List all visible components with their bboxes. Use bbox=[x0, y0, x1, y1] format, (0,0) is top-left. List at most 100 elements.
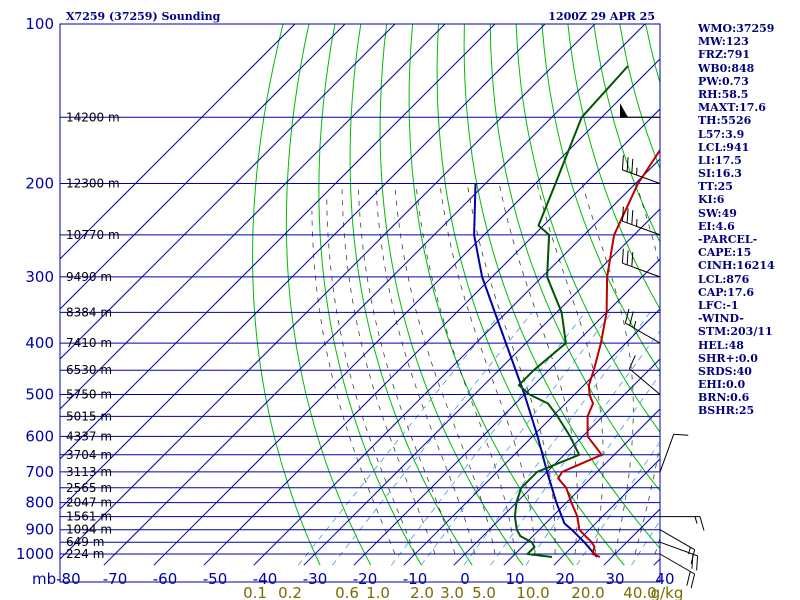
dry-adiabat bbox=[408, 24, 574, 566]
index-item: CINH:16214 bbox=[698, 259, 775, 273]
wind-barb bbox=[621, 248, 661, 278]
index-item: TH:5526 bbox=[698, 114, 752, 128]
pressure-tick-label: 400 bbox=[25, 334, 54, 352]
index-item: CAP:17.6 bbox=[698, 285, 755, 299]
parcel-path-line bbox=[473, 183, 598, 558]
wind-barb bbox=[621, 155, 661, 184]
pressure-tick-label: 900 bbox=[25, 521, 54, 539]
dry-adiabat bbox=[318, 24, 422, 566]
wind-barb bbox=[660, 516, 705, 531]
index-item: PW:0.73 bbox=[698, 74, 749, 88]
height-label: 3704 m bbox=[66, 448, 112, 462]
isotherm-line bbox=[453, 358, 660, 566]
index-item: EHI:0.0 bbox=[698, 378, 746, 392]
wind-barb bbox=[624, 308, 661, 344]
mixing-ratio-label: 0.2 bbox=[278, 584, 302, 600]
index-item: SHR+:0.0 bbox=[698, 351, 758, 365]
plot-frame bbox=[59, 23, 661, 583]
isotherm-line bbox=[303, 208, 660, 566]
temperature-line bbox=[557, 148, 660, 558]
temperature-tick-label: 20 bbox=[555, 570, 574, 588]
index-item: TT:25 bbox=[698, 180, 733, 194]
wind-barb bbox=[659, 541, 699, 571]
index-item: LCL:941 bbox=[698, 140, 750, 154]
index-item: BSHR:25 bbox=[698, 404, 755, 418]
moist-adiabat bbox=[536, 183, 604, 555]
dry-adiabat bbox=[436, 24, 625, 566]
moist-adiabat bbox=[341, 183, 436, 555]
dry-adiabat bbox=[541, 24, 660, 373]
moist-adiabat bbox=[311, 210, 396, 555]
dry-adiabat bbox=[285, 24, 372, 566]
isotherm-line bbox=[253, 158, 660, 566]
isotherm-line bbox=[503, 408, 660, 566]
temperature-tick-label: 0 bbox=[460, 570, 470, 588]
index-item: STM:203/11 bbox=[698, 325, 773, 339]
moist-adiabat bbox=[326, 194, 416, 555]
mixing-ratio-label: 3.0 bbox=[440, 584, 464, 600]
plot-grid bbox=[60, 24, 660, 566]
height-label: 1094 m bbox=[66, 523, 112, 537]
station-title: X7259 (37259) Sounding bbox=[66, 10, 221, 23]
mixing-ratio-label: g/kg bbox=[651, 584, 684, 600]
index-item: FRZ:791 bbox=[698, 48, 751, 62]
index-item: MAXT:17.6 bbox=[698, 101, 766, 115]
index-item: L57:3.9 bbox=[698, 127, 745, 141]
height-label: 5750 m bbox=[66, 388, 112, 402]
temperature-tick-label: -70 bbox=[103, 570, 128, 588]
height-label: 9490 m bbox=[66, 270, 112, 284]
index-item: SRDS:40 bbox=[698, 364, 752, 378]
pressure-tick-label: 700 bbox=[25, 463, 54, 481]
index-item: SW:49 bbox=[698, 206, 737, 220]
wind-barb bbox=[628, 355, 661, 395]
index-item: EI:4.6 bbox=[698, 219, 735, 233]
temperature-tick-label: -30 bbox=[303, 570, 328, 588]
pressure-tick-label: 500 bbox=[25, 386, 54, 404]
temperature-tick-label: -10 bbox=[403, 570, 428, 588]
height-label: 2047 m bbox=[66, 496, 112, 510]
dry-adiabat bbox=[489, 24, 660, 492]
height-label: 224 m bbox=[66, 547, 104, 561]
height-label: 8384 m bbox=[66, 305, 112, 319]
isotherm-line bbox=[60, 24, 396, 360]
index-item: BRN:0.6 bbox=[698, 391, 750, 405]
isotherm-line bbox=[60, 24, 296, 260]
temperature-tick-label: -40 bbox=[253, 570, 278, 588]
isotherm-line bbox=[103, 24, 646, 566]
temperature-tick-label: 40 bbox=[655, 570, 674, 588]
wind-barbs bbox=[620, 103, 705, 589]
index-item: WMO:37259 bbox=[698, 22, 775, 35]
height-label: 3113 m bbox=[66, 465, 112, 479]
wind-barb bbox=[620, 103, 660, 118]
wind-barb bbox=[659, 553, 696, 589]
pressure-tick-label: 800 bbox=[25, 494, 54, 512]
wind-barb bbox=[621, 206, 661, 236]
mixing-ratio-line bbox=[297, 312, 502, 566]
height-label: 5015 m bbox=[66, 409, 112, 423]
pressure-tick-label: 200 bbox=[25, 175, 54, 193]
mixing-ratio-line bbox=[331, 312, 533, 566]
mixing-ratio-line bbox=[420, 312, 613, 566]
profiles bbox=[473, 65, 660, 558]
isotherm-line bbox=[353, 258, 660, 566]
height-label: 649 m bbox=[66, 535, 104, 549]
index-item: -PARCEL- bbox=[698, 233, 758, 246]
height-label: 7410 m bbox=[66, 336, 112, 350]
isotherm-line bbox=[153, 58, 660, 566]
pressure-tick-label: 100 bbox=[25, 15, 54, 33]
height-label: 6530 m bbox=[66, 363, 112, 377]
mixing-ratio-label: 1.0 bbox=[366, 584, 390, 600]
index-item: -WIND- bbox=[698, 312, 744, 326]
isotherm-line bbox=[403, 308, 660, 566]
height-label: 12300 m bbox=[66, 177, 120, 191]
index-item: HEL:48 bbox=[698, 338, 744, 352]
index-item: LFC:-1 bbox=[698, 298, 739, 312]
valid-time: 1200Z 29 APR 25 bbox=[548, 10, 655, 23]
pressure-tick-label: 1000 bbox=[16, 545, 54, 563]
temperature-tick-label: -60 bbox=[153, 570, 178, 588]
dewpoint-line bbox=[513, 65, 629, 558]
mixing-ratio-label: 40.0 bbox=[623, 584, 656, 600]
height-label: 14200 m bbox=[66, 110, 120, 124]
index-item: LI:17.5 bbox=[698, 153, 742, 167]
